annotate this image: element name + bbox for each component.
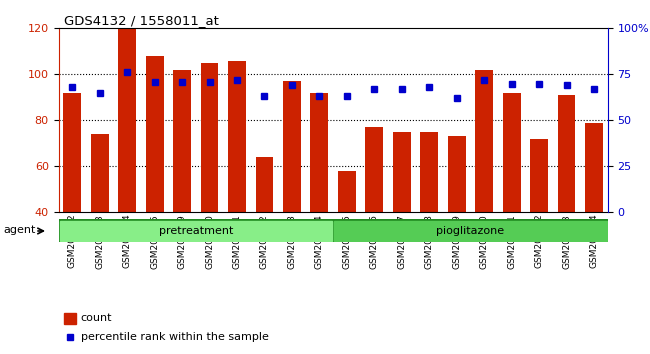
Bar — [393, 132, 411, 212]
Bar — [475, 70, 493, 212]
Bar — [146, 56, 164, 212]
Bar — [558, 95, 575, 212]
Bar — [118, 28, 136, 212]
Bar — [255, 157, 274, 212]
Text: GDS4132 / 1558011_at: GDS4132 / 1558011_at — [64, 14, 219, 27]
Text: percentile rank within the sample: percentile rank within the sample — [81, 332, 268, 342]
Bar — [283, 81, 301, 212]
Bar — [530, 139, 548, 212]
Bar — [365, 127, 383, 212]
Bar — [338, 171, 356, 212]
Text: agent: agent — [3, 225, 35, 235]
Text: pretreatment: pretreatment — [159, 225, 233, 235]
Bar — [585, 123, 603, 212]
Bar — [63, 93, 81, 212]
Bar — [311, 93, 328, 212]
FancyBboxPatch shape — [58, 219, 608, 242]
Bar — [60, 221, 332, 241]
Bar — [502, 93, 521, 212]
Bar — [201, 63, 218, 212]
Text: pioglitazone: pioglitazone — [436, 225, 504, 235]
Bar — [91, 134, 109, 212]
Bar — [228, 61, 246, 212]
Bar — [64, 313, 77, 324]
Bar — [448, 136, 465, 212]
Text: count: count — [81, 313, 112, 323]
Bar — [421, 132, 438, 212]
Bar — [334, 221, 606, 241]
Bar — [173, 70, 191, 212]
